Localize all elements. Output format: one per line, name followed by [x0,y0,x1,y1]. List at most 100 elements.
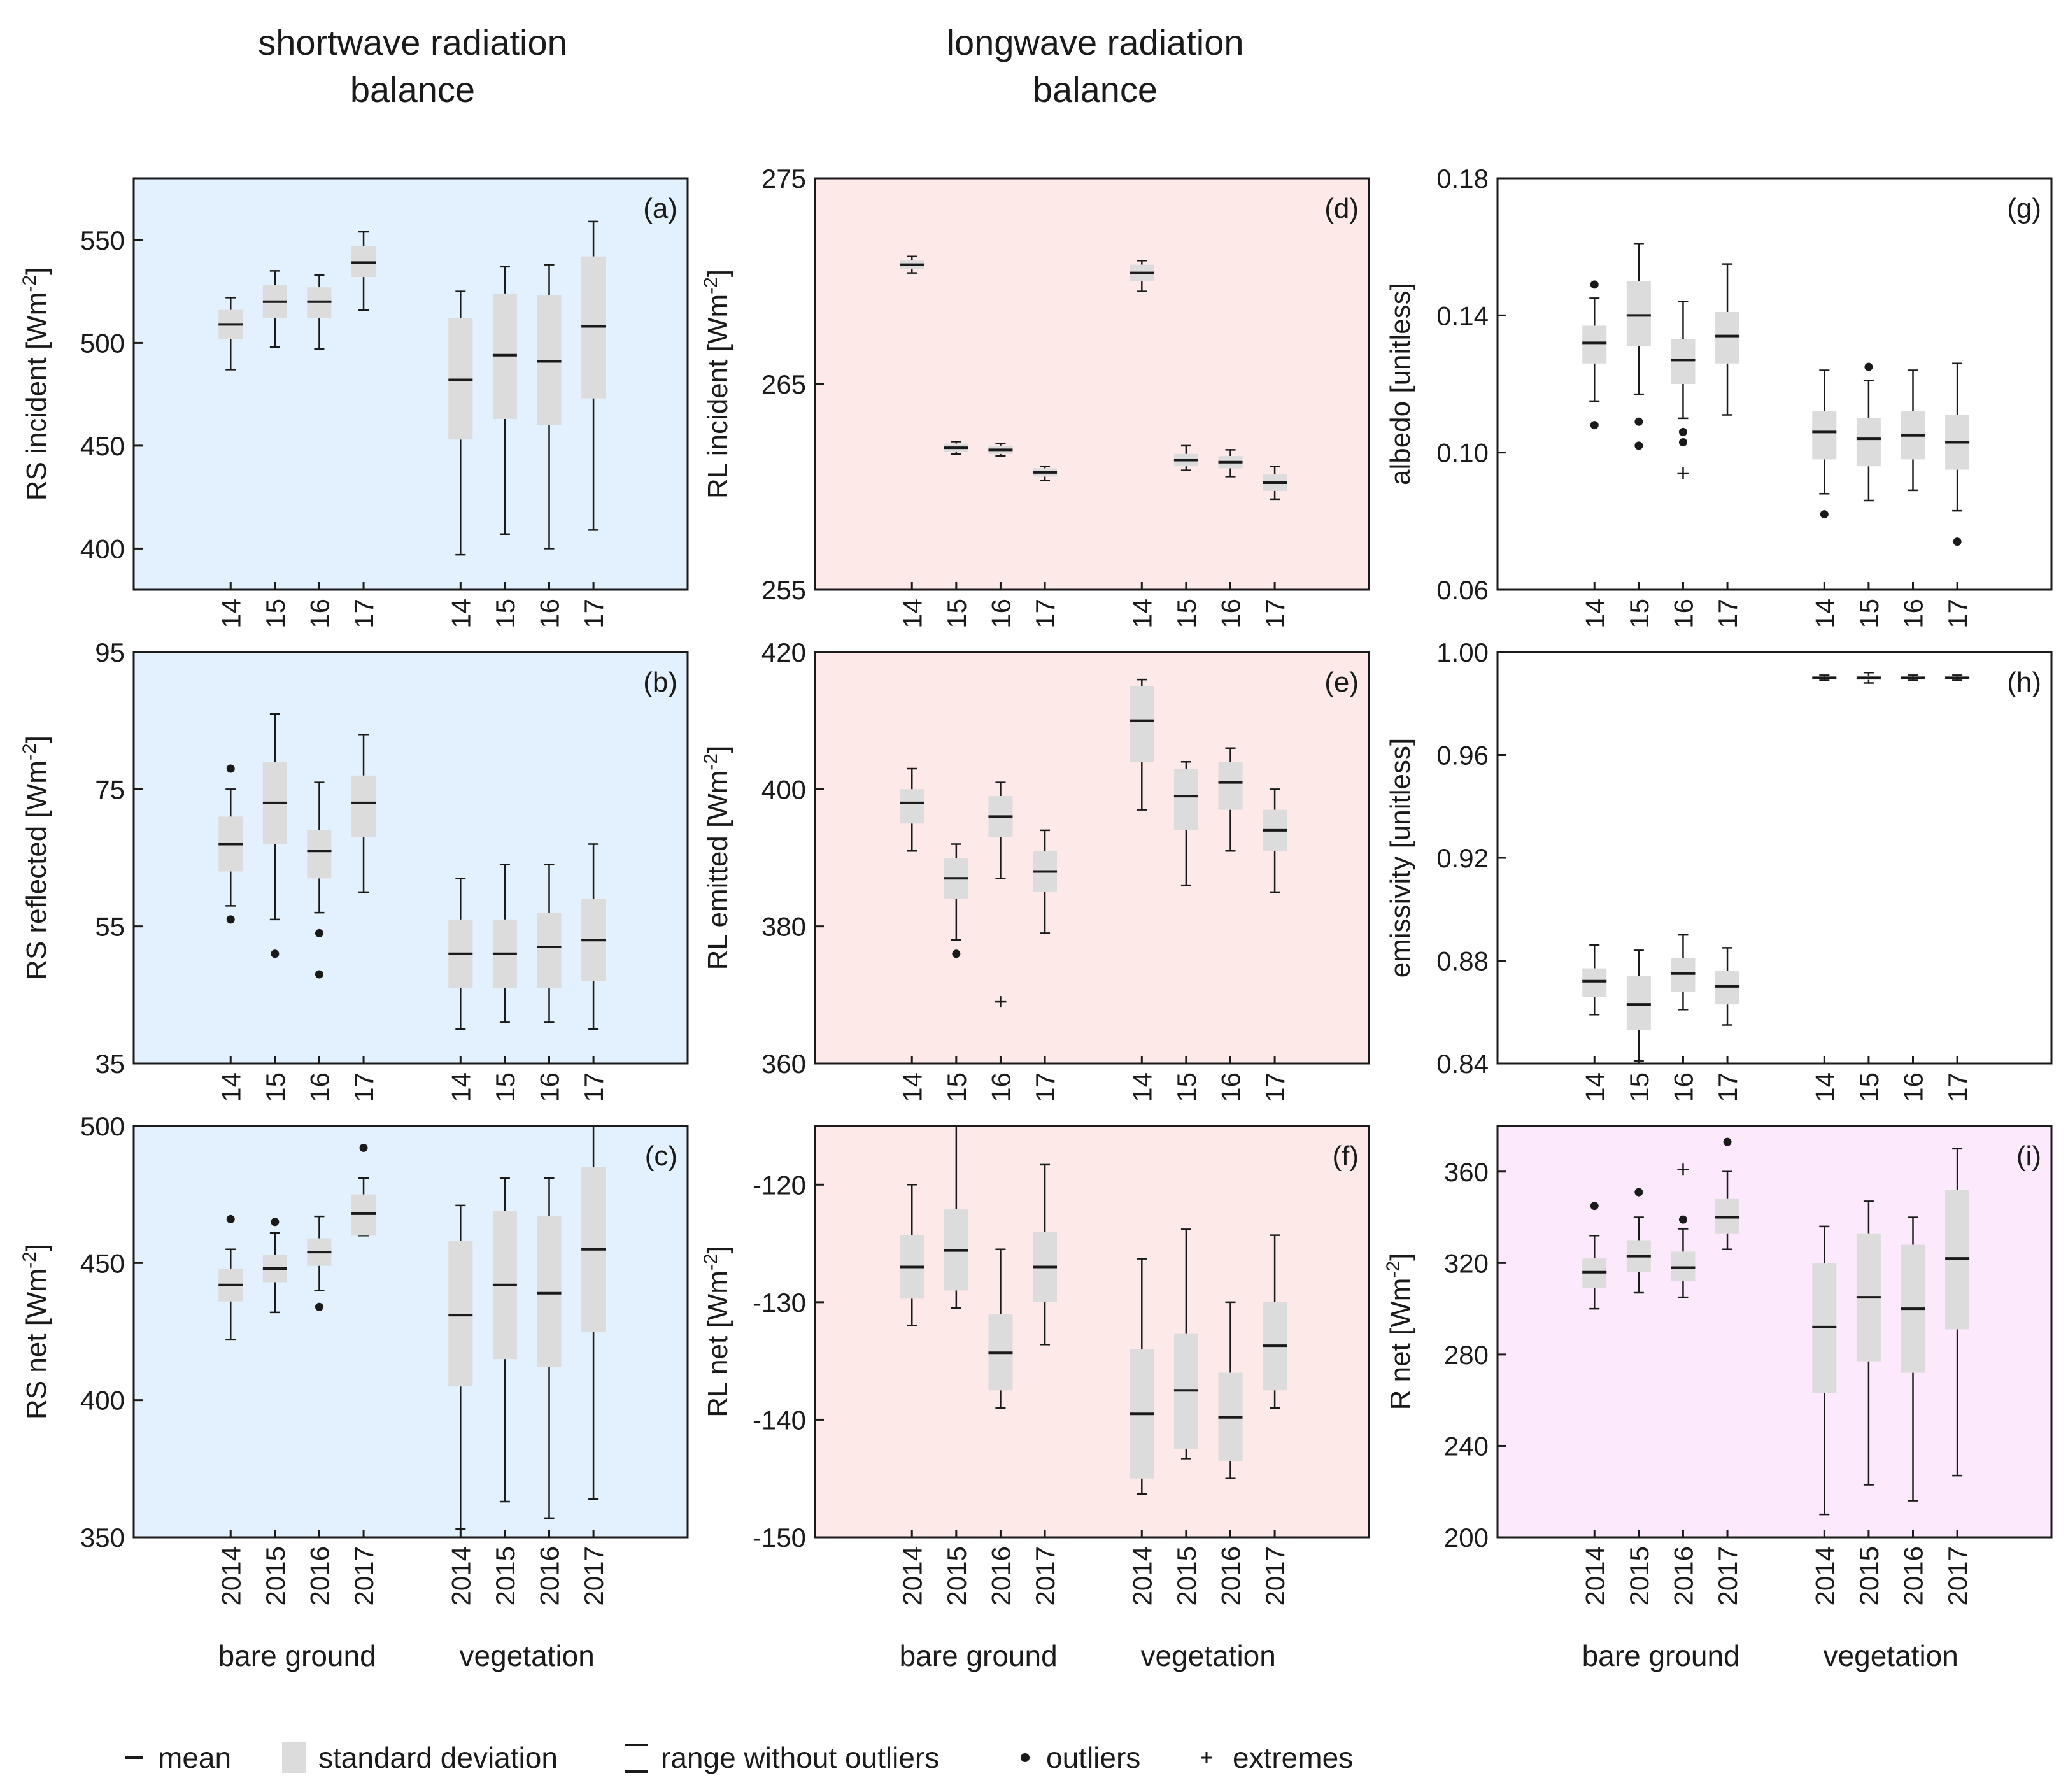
x-tick-label: 2015 [260,1546,290,1605]
y-axis-label: RS net [Wm-2] [19,1244,53,1419]
y-tick-label: -120 [753,1170,806,1200]
x-tick-label: 16 [1216,1072,1246,1102]
box-16-veg [1901,674,1925,681]
box-2015-bare [1626,1188,1651,1294]
x-tick-label: 14 [1580,599,1610,629]
box-16-bare [1671,301,1696,479]
plot-area [1496,651,2053,1065]
sd-box [900,789,924,824]
box-16-bare [307,274,332,350]
box-2014-bare [218,1214,243,1341]
y-axis-label-text: emissivity [unitless] [1385,738,1416,978]
x-tick-label: 2017 [1943,1546,1972,1605]
box-17-bare [1715,947,1740,1026]
y-tick-label: 75 [95,774,125,804]
x-tick-label: 14 [446,599,476,629]
x-tick-label: 2016 [535,1546,565,1605]
x-tick-label: 16 [304,1072,334,1102]
y-tick-label: 550 [80,225,125,255]
y-tick-label: -130 [753,1288,806,1318]
outlier-point [1634,1188,1643,1197]
x-tick-label: 17 [1260,599,1290,629]
box-2016-veg [537,1177,562,1519]
x-tick-label: 17 [349,599,379,629]
x-tick-label: 2014 [216,1546,246,1605]
outlier-point [271,1218,280,1227]
panel-f: -150 -140 -130 -120 RL net [Wm-2] (f) 2014 2015… [700,1125,1370,1672]
x-tick-label: 2015 [1172,1546,1201,1605]
x-tick-label: 2016 [1216,1546,1246,1605]
box-17-veg [1945,674,1970,681]
sd-box [1856,418,1881,467]
x-tick-label: 14 [1580,1072,1610,1102]
box-2016-veg [1218,1301,1243,1479]
y-tick-label: 200 [1444,1523,1489,1553]
y-tick-label: 280 [1444,1340,1489,1370]
box-16-veg [537,864,562,1023]
outlier-point [1723,1137,1732,1146]
box-14-bare [900,255,924,274]
x-tick-label: 17 [1713,599,1743,629]
outlier-point [315,970,323,979]
y-tick-label: 255 [761,575,806,605]
sd-box [1173,769,1198,830]
y-axis-label: RL emitted [Wm-2] [700,746,734,971]
box-15-veg [1856,362,1881,502]
sd-box [1130,686,1154,762]
y-axis-label-text: RS incident [Wm [21,292,52,501]
panel-label: (f) [1332,1141,1359,1172]
panel-label: (c) [645,1141,677,1172]
x-tick-label: 16 [535,599,565,629]
box-15-bare [944,843,968,958]
x-tick-label: 14 [1127,1072,1157,1102]
y-axis-label-end: ] [21,736,52,743]
group-label-vegetation: vegetation [1141,1639,1276,1672]
sd-box [1671,339,1696,384]
legend-range-label: range without outliers [661,1741,939,1774]
y-tick-label: 35 [95,1049,125,1079]
y-tick-label: 0.84 [1436,1049,1489,1079]
x-tick-label: 17 [1030,1072,1060,1102]
plot-area [1496,177,2053,591]
box-16-bare [307,781,332,979]
box-14-bare [1582,280,1607,430]
outlier-point [1820,510,1829,519]
x-tick-label: 2014 [1127,1546,1157,1605]
y-tick-label: 0.10 [1436,438,1489,468]
panel-h: 0.84 0.88 0.92 0.96 1.00 emissivity [unitless… [1385,637,2053,1102]
x-tick-label: 16 [304,599,334,629]
x-tick-label: 2016 [304,1546,334,1605]
y-tick-label: 95 [95,637,125,667]
box-16-veg [1901,369,1925,492]
sd-box [1218,762,1243,810]
box-2015-bare [262,1218,287,1314]
column-title-shortwave-line1: shortwave radiation [258,22,567,62]
legend-mean-label: mean [158,1741,231,1774]
sd-box [1715,311,1740,364]
box-2015-veg [1173,1228,1198,1460]
box-14-veg [448,878,473,1030]
outlier-point [226,764,235,773]
extreme-point [1677,467,1689,479]
sd-box [1626,976,1651,1030]
x-tick-label: 14 [1127,599,1157,629]
x-tick-label: 16 [535,1072,565,1102]
panel-label: (d) [1324,193,1359,224]
sd-box [307,830,332,879]
x-tick-label: 16 [1899,1072,1929,1102]
box-2017-bare [1033,1163,1058,1346]
box-2017-bare [1715,1137,1740,1251]
legend-outlier-symbol [1021,1753,1030,1762]
y-tick-label: 400 [761,774,806,804]
outlier-point [1953,537,1962,546]
x-tick-label: 16 [1668,1072,1698,1102]
y-axis-label-superscript: -2 [700,277,721,294]
panel-label: (e) [1324,667,1359,698]
x-tick-label: 16 [1668,599,1698,629]
y-axis-label: albedo [unitless] [1385,283,1416,485]
y-tick-label: 450 [80,1248,125,1278]
column-title-longwave-line1: longwave radiation [947,22,1244,62]
panel-label: (b) [643,667,677,698]
y-tick-label: 400 [80,534,125,564]
box-16-veg [1218,449,1243,478]
